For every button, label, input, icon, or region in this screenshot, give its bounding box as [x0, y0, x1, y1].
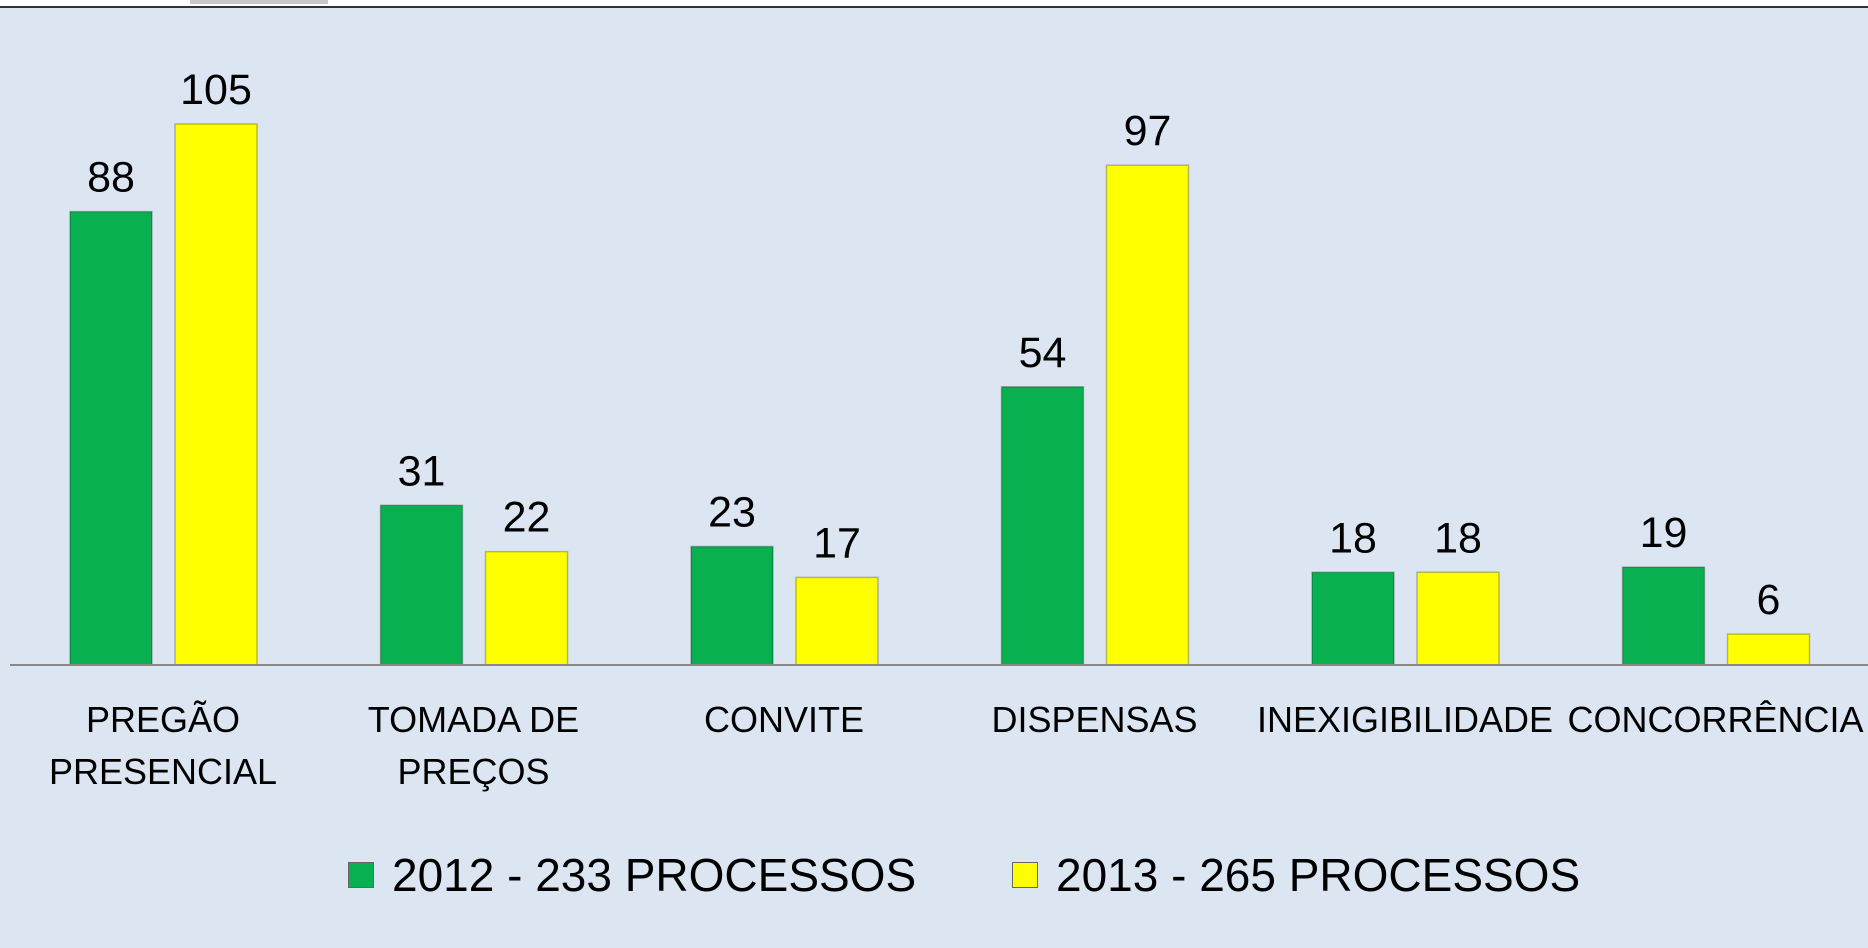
bar	[690, 545, 774, 666]
value-label: 17	[813, 519, 861, 567]
value-label: 18	[1329, 514, 1377, 562]
x-tick-label: CONCORRÊNCIA	[1567, 699, 1864, 740]
value-label: 6	[1757, 576, 1781, 624]
value-label: 22	[503, 494, 551, 542]
legend-swatch	[1012, 862, 1038, 888]
x-tick-label: DISPENSAS	[991, 699, 1198, 740]
top-bar	[0, 0, 1868, 7]
x-tick-label: TOMADA DE PREÇOS	[367, 699, 580, 792]
value-label: 23	[708, 488, 756, 536]
tab	[190, 0, 328, 4]
x-tick-label: CONVITE	[703, 699, 864, 740]
bar	[379, 504, 464, 666]
bar	[69, 210, 153, 666]
bar	[1000, 386, 1085, 666]
bar	[1416, 571, 1500, 666]
bar	[1726, 633, 1811, 666]
value-label: 97	[1124, 107, 1172, 155]
bar	[484, 550, 569, 666]
x-tick-label: PREGÃO PRESENCIAL	[48, 699, 278, 792]
value-label: 31	[398, 447, 446, 495]
bar	[174, 123, 258, 666]
bar	[1311, 571, 1395, 666]
bar	[795, 576, 879, 666]
value-label: 105	[180, 66, 252, 114]
bar	[1621, 566, 1706, 666]
value-label: 88	[87, 154, 135, 202]
legend-swatch	[348, 862, 374, 888]
value-label: 18	[1434, 514, 1482, 562]
legend-label: 2013 - 265 PROCESSOS	[1056, 849, 1581, 901]
bar	[1105, 164, 1190, 666]
value-label: 54	[1019, 329, 1067, 377]
x-tick-label: INEXIGIBILIDADE	[1256, 699, 1554, 740]
legend-label: 2012 - 233 PROCESSOS	[392, 849, 917, 901]
value-label: 19	[1640, 509, 1688, 557]
